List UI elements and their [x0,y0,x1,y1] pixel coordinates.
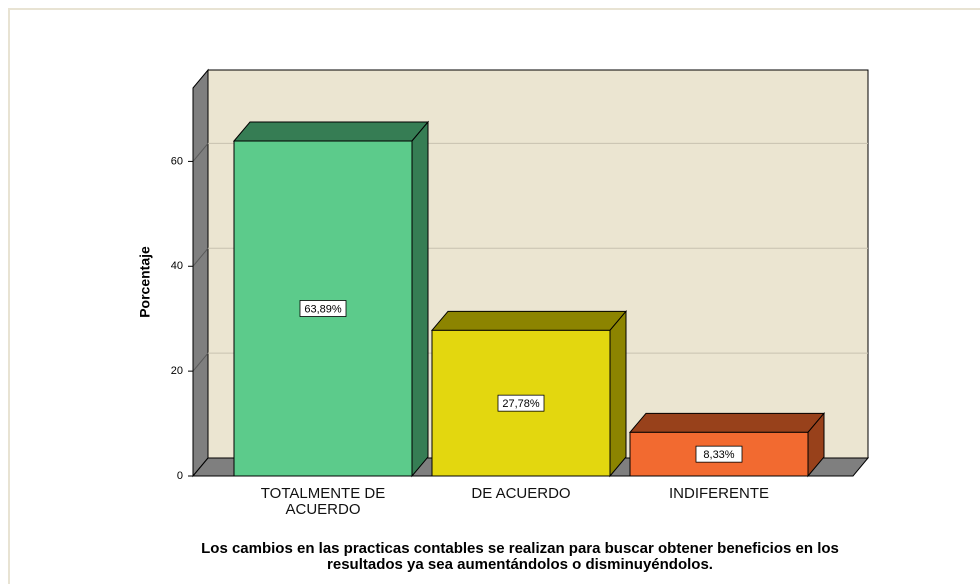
y-tick-label: 20 [171,365,183,377]
x-tick-label: INDIFERENTE [668,485,769,502]
x-tick-label: DE ACUERDO [471,485,571,502]
grid-line [192,143,209,162]
x-tick-label: TOTALMENTE DE ACUERDO [260,485,386,518]
bar-top [628,412,826,433]
grid-line [192,352,209,372]
bar-side [411,120,429,478]
value-label: 27,78% [502,398,540,410]
bar-top [232,121,430,142]
y-axis-label: Porcentaje [137,246,153,318]
bar [431,329,611,477]
chart-title: Los cambios en las practicas contables s… [201,540,839,573]
y-tick-label: 40 [171,260,183,272]
value-label: 63,89% [304,303,342,315]
y-tick-label: 0 [177,470,183,482]
value-label: 8,33% [703,449,734,461]
value-label-box [497,394,545,412]
y-tick-label: 60 [171,155,183,167]
frame [8,8,980,584]
value-label-box [695,445,743,463]
bar-side [609,309,627,478]
left-wall [192,68,209,478]
bar-top [430,310,628,331]
value-label-box [299,300,347,317]
grid-line [192,247,209,267]
